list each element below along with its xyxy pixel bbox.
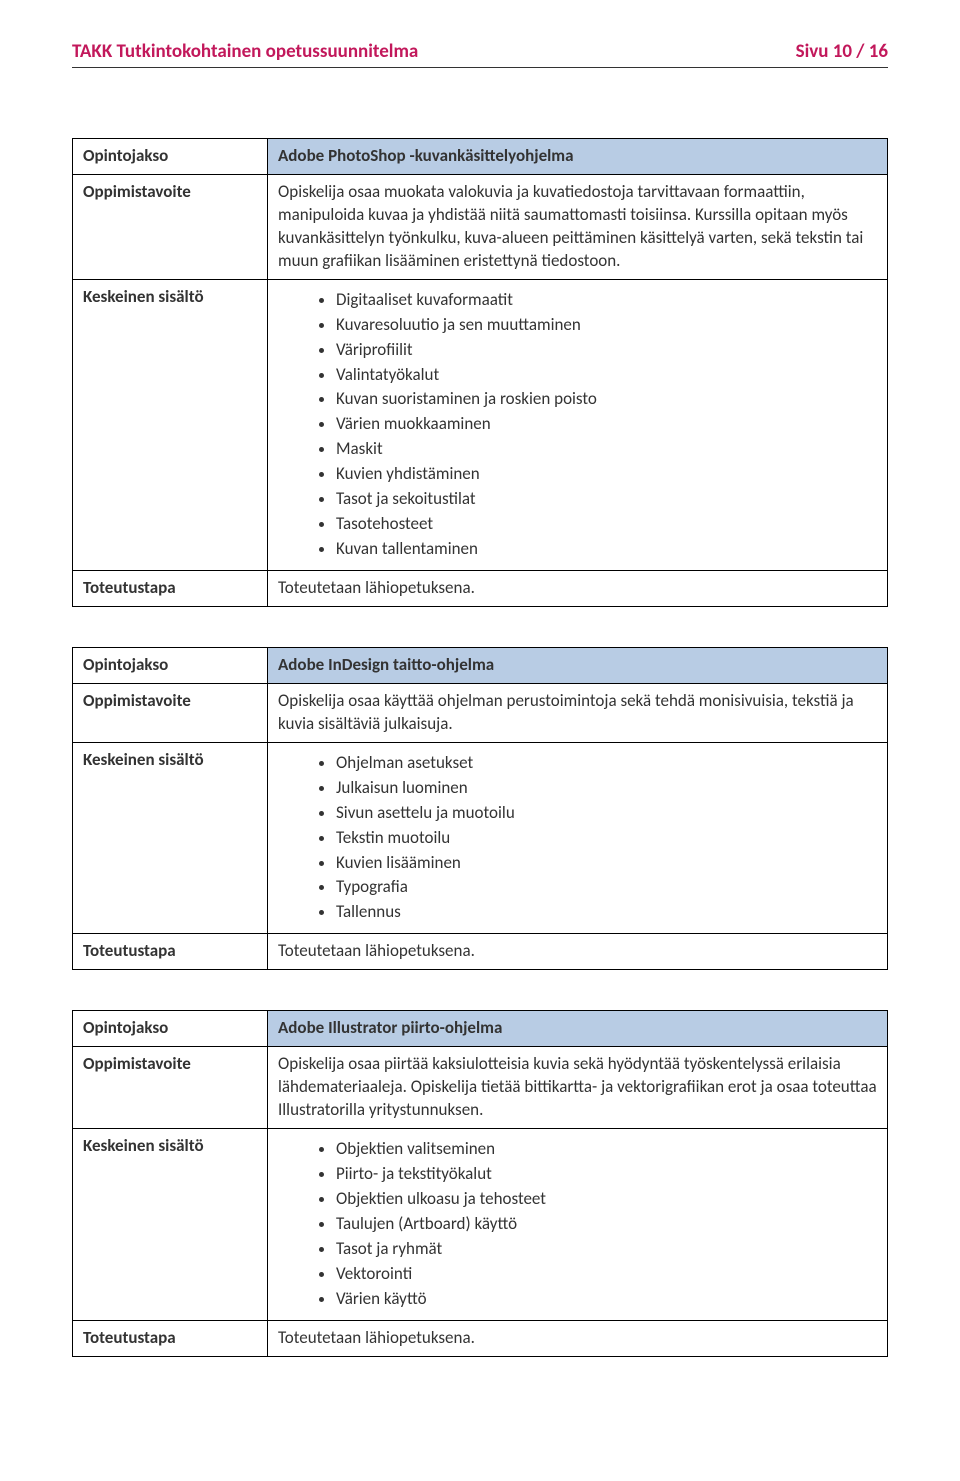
list-item: Kuvien yhdistäminen <box>336 462 877 487</box>
module-oppimistavoite: Opiskelija osaa käyttää ohjelman perusto… <box>268 683 888 742</box>
table-row: Opintojakso Adobe PhotoShop -kuvankäsitt… <box>73 139 888 175</box>
list-item: Maskit <box>336 437 877 462</box>
module-table-indesign: Opintojakso Adobe InDesign taitto-ohjelm… <box>72 647 888 970</box>
oppimistavoite-text: Opiskelija osaa muokata valokuvia ja kuv… <box>278 181 877 273</box>
label-keskeinen-sisalto: Keskeinen sisältö <box>73 279 268 570</box>
module-toteutustapa: Toteutetaan lähiopetuksena. <box>268 934 888 970</box>
list-item: Tasot ja sekoitustilat <box>336 487 877 512</box>
module-table-photoshop: Opintojakso Adobe PhotoShop -kuvankäsitt… <box>72 138 888 607</box>
page-header: TAKK Tutkintokohtainen opetussuunnitelma… <box>72 40 888 68</box>
label-oppimistavoite: Oppimistavoite <box>73 174 268 279</box>
label-toteutustapa: Toteutustapa <box>73 934 268 970</box>
module-sisalto: Digitaaliset kuvaformaatit Kuvaresoluuti… <box>268 279 888 570</box>
module-title: Adobe Illustrator piirto-ohjelma <box>268 1011 888 1047</box>
table-row: Opintojakso Adobe InDesign taitto-ohjelm… <box>73 647 888 683</box>
module-title: Adobe InDesign taitto-ohjelma <box>268 647 888 683</box>
list-item: Värien muokkaaminen <box>336 412 877 437</box>
label-toteutustapa: Toteutustapa <box>73 571 268 607</box>
sisalto-list: Ohjelman asetukset Julkaisun luominen Si… <box>278 751 877 926</box>
table-row: Oppimistavoite Opiskelija osaa muokata v… <box>73 174 888 279</box>
label-opintojakso: Opintojakso <box>73 139 268 175</box>
label-keskeinen-sisalto: Keskeinen sisältö <box>73 742 268 934</box>
list-item: Julkaisun luominen <box>336 776 877 801</box>
table-row: Oppimistavoite Opiskelija osaa piirtää k… <box>73 1047 888 1129</box>
list-item: Kuvan suoristaminen ja roskien poisto <box>336 387 877 412</box>
module-oppimistavoite: Opiskelija osaa muokata valokuvia ja kuv… <box>268 174 888 279</box>
module-toteutustapa: Toteutetaan lähiopetuksena. <box>268 1320 888 1356</box>
label-toteutustapa: Toteutustapa <box>73 1320 268 1356</box>
list-item: Tasot ja ryhmät <box>336 1237 877 1262</box>
sisalto-list: Objektien valitseminen Piirto- ja teksti… <box>278 1137 877 1312</box>
header-page-number: Sivu 10 / 16 <box>796 40 888 63</box>
table-row: Toteutustapa Toteutetaan lähiopetuksena. <box>73 1320 888 1356</box>
list-item: Vektorointi <box>336 1262 877 1287</box>
list-item: Värien käyttö <box>336 1287 877 1312</box>
label-opintojakso: Opintojakso <box>73 1011 268 1047</box>
list-item: Kuvan tallentaminen <box>336 537 877 562</box>
table-row: Opintojakso Adobe Illustrator piirto-ohj… <box>73 1011 888 1047</box>
header-title-left: TAKK Tutkintokohtainen opetussuunnitelma <box>72 40 418 63</box>
list-item: Objektien valitseminen <box>336 1137 877 1162</box>
list-item: Typografia <box>336 875 877 900</box>
label-oppimistavoite: Oppimistavoite <box>73 1047 268 1129</box>
list-item: Taulujen (Artboard) käyttö <box>336 1212 877 1237</box>
table-row: Toteutustapa Toteutetaan lähiopetuksena. <box>73 571 888 607</box>
list-item: Valintatyökalut <box>336 363 877 388</box>
sisalto-list: Digitaaliset kuvaformaatit Kuvaresoluuti… <box>278 288 877 562</box>
label-keskeinen-sisalto: Keskeinen sisältö <box>73 1129 268 1321</box>
list-item: Tekstin muotoilu <box>336 826 877 851</box>
module-toteutustapa: Toteutetaan lähiopetuksena. <box>268 571 888 607</box>
label-opintojakso: Opintojakso <box>73 647 268 683</box>
table-row: Keskeinen sisältö Digitaaliset kuvaforma… <box>73 279 888 570</box>
module-sisalto: Ohjelman asetukset Julkaisun luominen Si… <box>268 742 888 934</box>
oppimistavoite-text: Opiskelija osaa käyttää ohjelman perusto… <box>278 690 877 736</box>
oppimistavoite-text: Opiskelija osaa piirtää kaksiulotteisia … <box>278 1053 877 1122</box>
list-item: Digitaaliset kuvaformaatit <box>336 288 877 313</box>
module-sisalto: Objektien valitseminen Piirto- ja teksti… <box>268 1129 888 1321</box>
list-item: Kuvaresoluutio ja sen muuttaminen <box>336 313 877 338</box>
module-table-illustrator: Opintojakso Adobe Illustrator piirto-ohj… <box>72 1010 888 1356</box>
label-oppimistavoite: Oppimistavoite <box>73 683 268 742</box>
table-row: Oppimistavoite Opiskelija osaa käyttää o… <box>73 683 888 742</box>
table-row: Keskeinen sisältö Objektien valitseminen… <box>73 1129 888 1321</box>
table-row: Keskeinen sisältö Ohjelman asetukset Jul… <box>73 742 888 934</box>
table-row: Toteutustapa Toteutetaan lähiopetuksena. <box>73 934 888 970</box>
module-oppimistavoite: Opiskelija osaa piirtää kaksiulotteisia … <box>268 1047 888 1129</box>
list-item: Objektien ulkoasu ja tehosteet <box>336 1187 877 1212</box>
list-item: Tasotehosteet <box>336 512 877 537</box>
list-item: Väriprofiilit <box>336 338 877 363</box>
module-title: Adobe PhotoShop -kuvankäsittelyohjelma <box>268 139 888 175</box>
list-item: Kuvien lisääminen <box>336 851 877 876</box>
page: TAKK Tutkintokohtainen opetussuunnitelma… <box>0 0 960 1447</box>
list-item: Tallennus <box>336 900 877 925</box>
list-item: Ohjelman asetukset <box>336 751 877 776</box>
list-item: Sivun asettelu ja muotoilu <box>336 801 877 826</box>
list-item: Piirto- ja tekstityökalut <box>336 1162 877 1187</box>
